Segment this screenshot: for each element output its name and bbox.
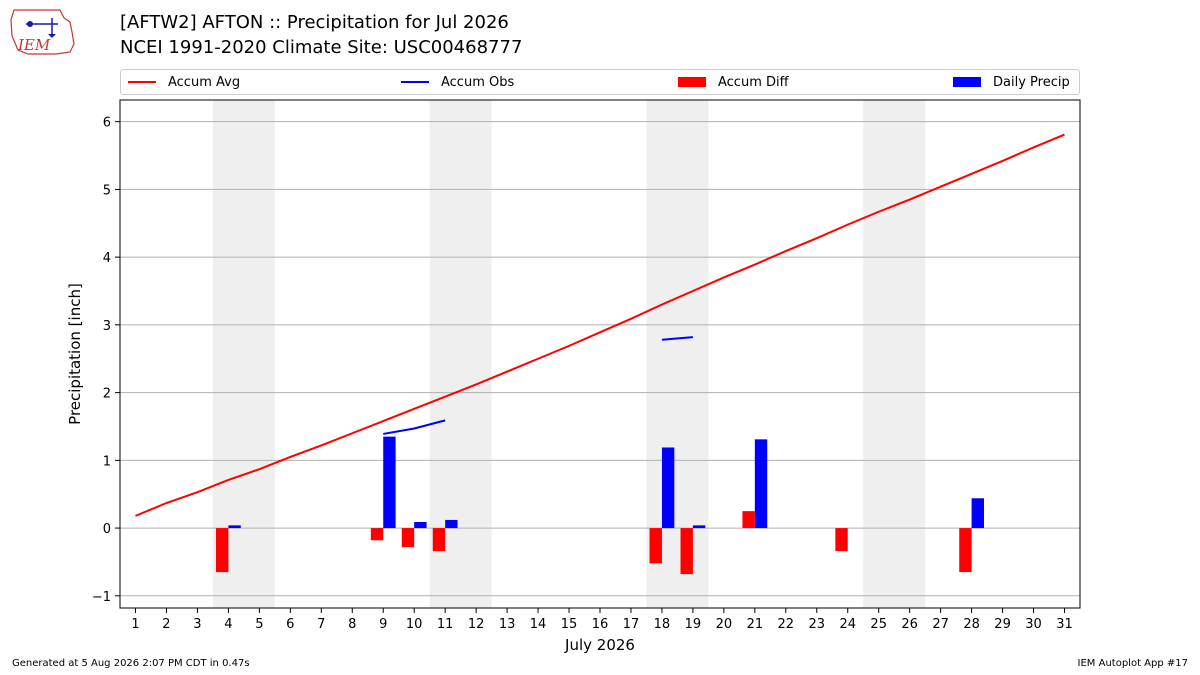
- daily-precip-bar: [383, 436, 396, 529]
- weekend-band: [646, 100, 709, 608]
- x-tick-label: 18: [654, 617, 671, 632]
- x-tick-label: 15: [561, 617, 578, 632]
- x-tick-label: 25: [870, 617, 887, 632]
- x-tick-label: 26: [901, 617, 918, 632]
- y-axis-label: Precipitation [inch]: [66, 283, 84, 425]
- x-tick-label: 7: [317, 617, 325, 632]
- accum-diff-bar: [401, 528, 415, 548]
- x-tick-label: 22: [778, 617, 795, 632]
- chart-title: [AFTW2] AFTON :: Precipitation for Jul 2…: [120, 12, 509, 33]
- legend-item-accum-obs: Accum Obs: [401, 70, 514, 94]
- x-tick-label: 23: [809, 617, 826, 632]
- x-tick-label: 31: [1056, 617, 1073, 632]
- x-tick-label: 3: [193, 617, 201, 632]
- x-tick-label: 24: [839, 617, 856, 632]
- daily-precip-bar: [445, 519, 458, 529]
- accum-diff-bar: [649, 528, 662, 564]
- legend-swatch-accum-diff: [678, 77, 706, 87]
- legend-label-accum-avg: Accum Avg: [168, 74, 241, 90]
- legend-swatch-accum-obs: [401, 81, 429, 83]
- x-tick-label: 5: [255, 617, 263, 632]
- accum-diff-bar: [370, 528, 384, 541]
- weekend-band: [429, 100, 492, 608]
- accum-diff-bar: [742, 511, 755, 529]
- x-tick-label: 21: [747, 617, 764, 632]
- x-tick-label: 2: [162, 617, 170, 632]
- legend-item-accum-diff: Accum Diff: [678, 70, 789, 94]
- y-tick-label: 5: [103, 183, 111, 198]
- chart-subtitle: NCEI 1991-2020 Climate Site: USC00468777: [120, 37, 523, 58]
- daily-precip-bar: [971, 498, 984, 529]
- x-tick-label: 8: [348, 617, 356, 632]
- accum-avg-line: [135, 133, 1065, 517]
- x-tick-label: 11: [437, 617, 454, 632]
- accum-diff-bar: [959, 528, 972, 573]
- accum-obs-line: [661, 336, 693, 341]
- footer-app: IEM Autoplot App #17: [1077, 658, 1188, 669]
- x-tick-label: 27: [932, 617, 949, 632]
- legend-item-daily-precip: Daily Precip: [953, 70, 1070, 94]
- legend-item-accum-avg: Accum Avg: [128, 70, 240, 94]
- logo-text: IEM: [17, 36, 51, 54]
- x-tick-label: 1: [131, 617, 139, 632]
- x-tick-label: 6: [286, 617, 294, 632]
- accum-diff-bar: [680, 528, 693, 575]
- x-tick-label: 17: [623, 617, 640, 632]
- x-axis-label: July 2026: [564, 636, 635, 654]
- weekend-band: [212, 100, 275, 608]
- iem-logo: IEM: [10, 9, 75, 55]
- x-tick-label: 14: [530, 617, 547, 632]
- daily-precip-bar: [414, 521, 427, 529]
- daily-precip-bar: [228, 525, 241, 529]
- y-tick-label: 6: [103, 116, 111, 131]
- x-tick-label: 12: [468, 617, 485, 632]
- legend-swatch-daily-precip: [953, 77, 981, 87]
- accum-obs-line: [383, 419, 446, 435]
- x-tick-label: 16: [592, 617, 609, 632]
- legend: Accum Avg Accum Obs Accum Diff Daily Pre…: [120, 69, 1080, 95]
- x-tick-label: 30: [1025, 617, 1042, 632]
- x-tick-label: 20: [716, 617, 733, 632]
- x-tick-label: 13: [499, 617, 516, 632]
- y-tick-label: −1: [92, 590, 111, 605]
- x-tick-label: 29: [994, 617, 1011, 632]
- legend-swatch-accum-avg: [128, 81, 156, 83]
- daily-precip-bar: [661, 447, 675, 529]
- accum-diff-bar: [835, 528, 848, 552]
- x-tick-label: 19: [685, 617, 702, 632]
- daily-precip-bar: [692, 525, 706, 529]
- accum-diff-bar: [216, 528, 229, 573]
- legend-label-accum-obs: Accum Obs: [441, 74, 515, 90]
- weekend-band: [863, 100, 926, 608]
- x-tick-label: 4: [224, 617, 232, 632]
- y-tick-label: 4: [103, 251, 111, 266]
- y-tick-label: 2: [103, 387, 111, 402]
- y-tick-label: 1: [103, 454, 111, 469]
- y-tick-label: 3: [103, 319, 111, 334]
- legend-label-accum-diff: Accum Diff: [718, 74, 789, 90]
- daily-precip-bar: [754, 439, 768, 529]
- x-tick-label: 28: [963, 617, 980, 632]
- footer-generated: Generated at 5 Aug 2026 2:07 PM CDT in 0…: [12, 658, 250, 669]
- y-tick-label: 0: [103, 522, 111, 537]
- x-tick-label: 10: [406, 617, 423, 632]
- x-tick-label: 9: [379, 617, 387, 632]
- legend-label-daily-precip: Daily Precip: [993, 74, 1070, 90]
- accum-diff-bar: [432, 528, 446, 552]
